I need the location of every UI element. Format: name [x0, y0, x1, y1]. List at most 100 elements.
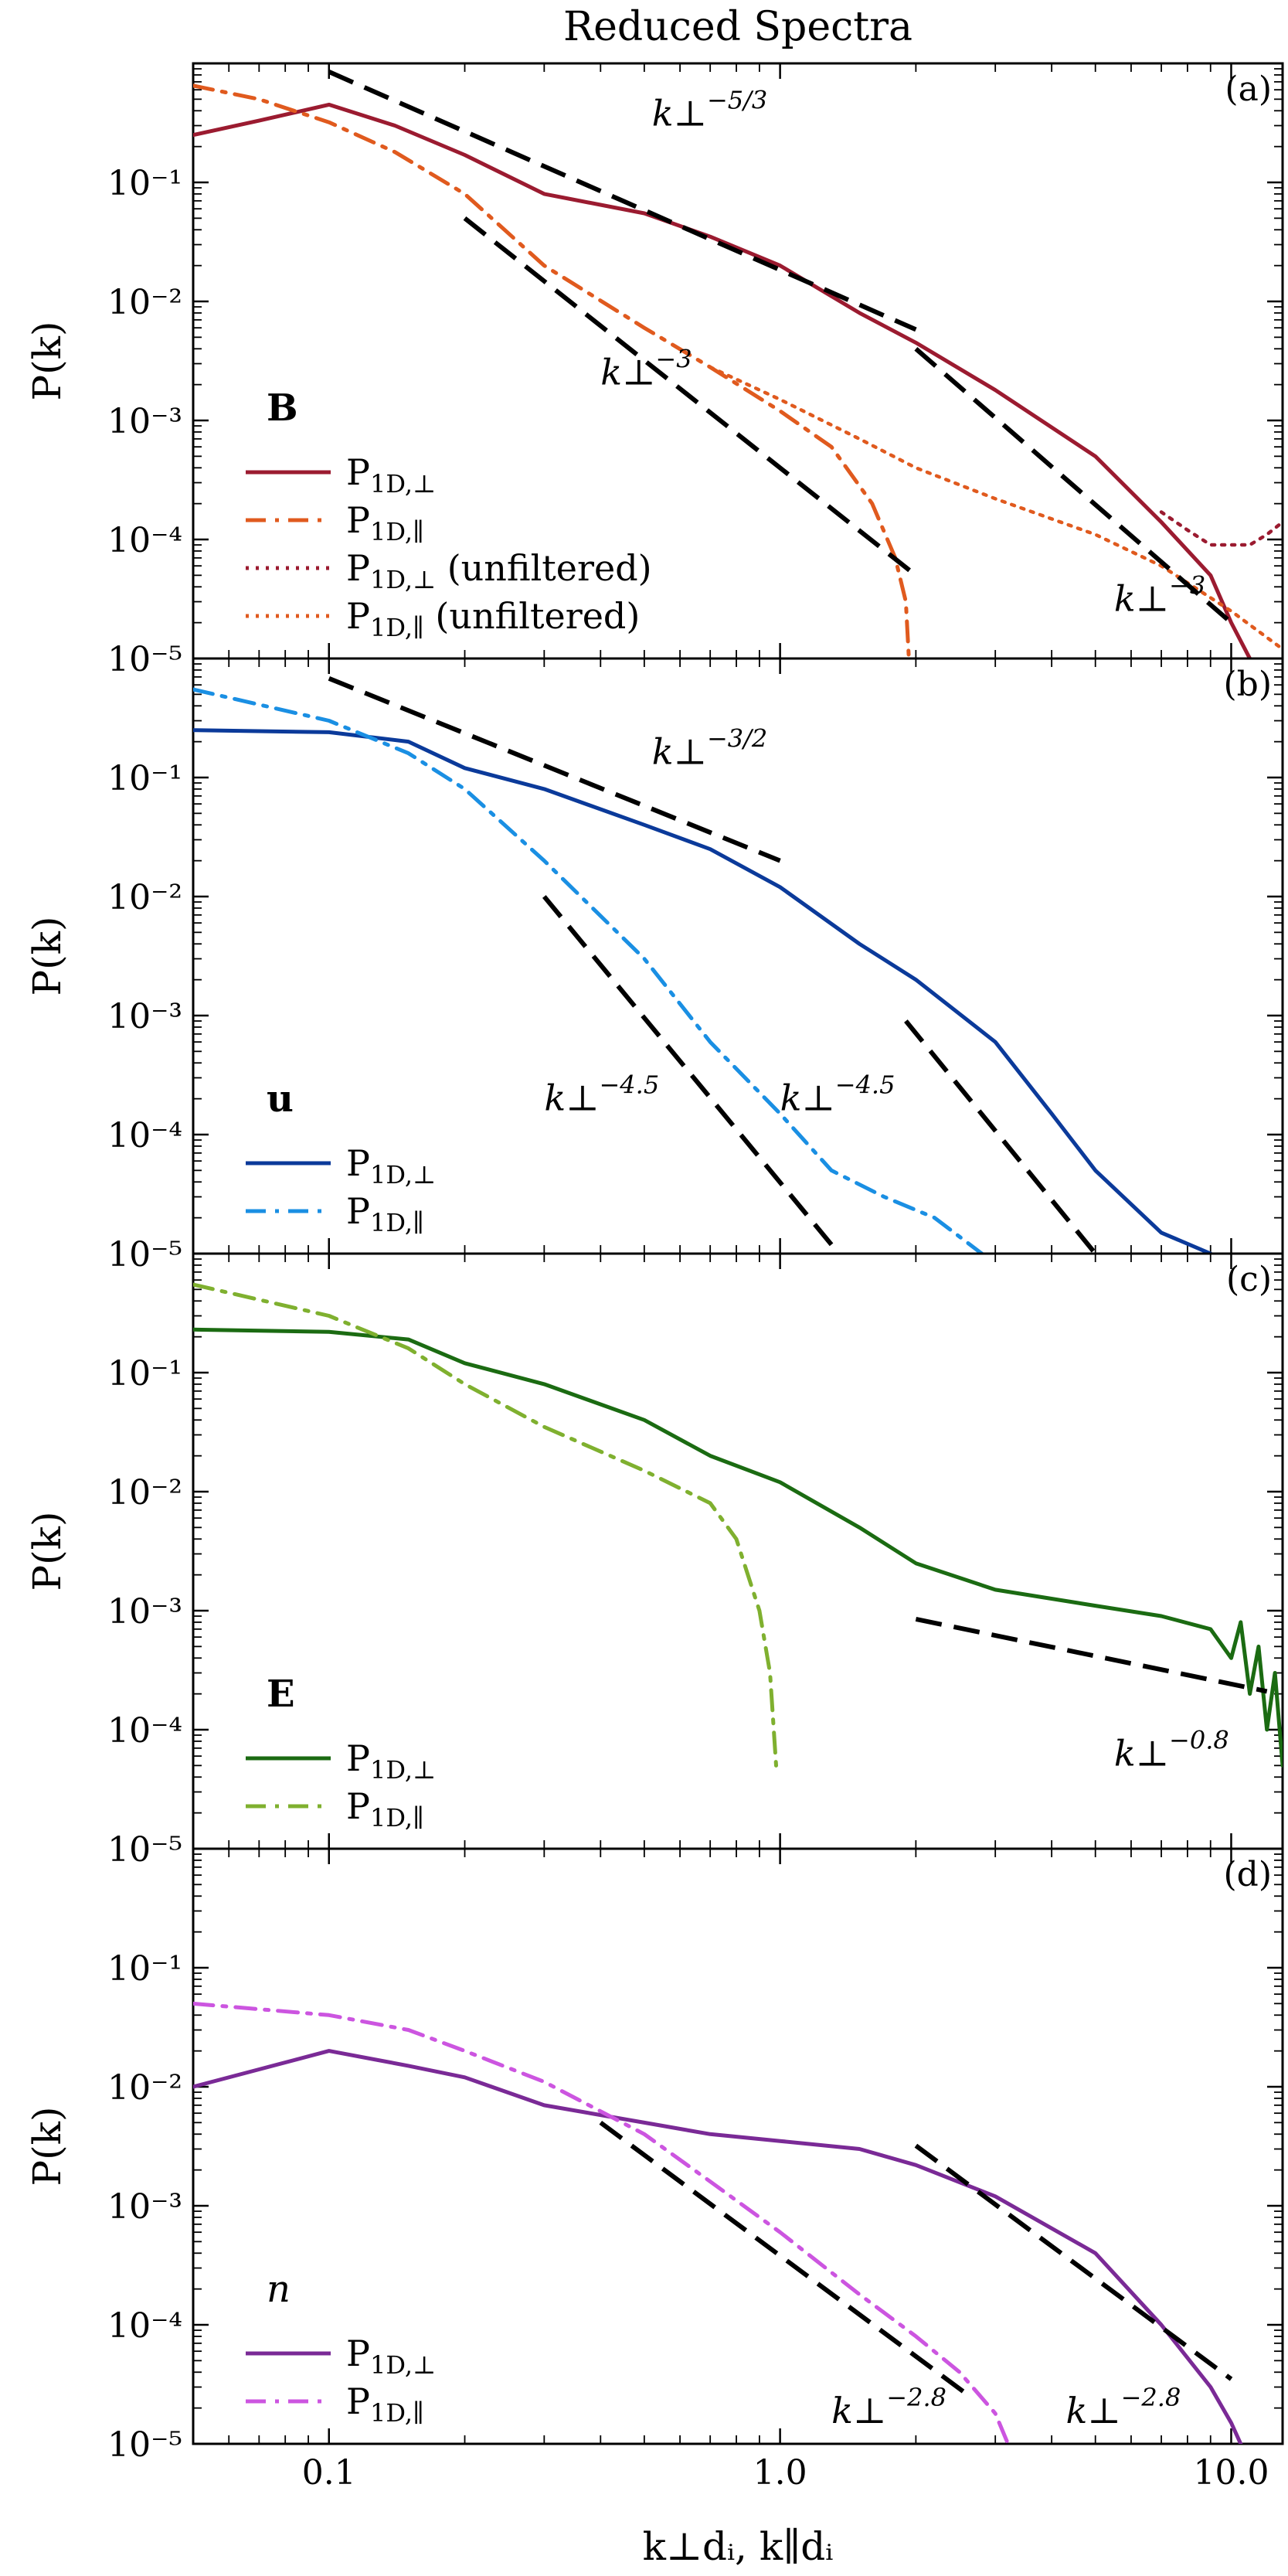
panel-tag: (c) [1226, 1260, 1272, 1299]
fit-label-exponent: −3/2 [707, 723, 767, 753]
fit-label-exponent: −4.5 [835, 1070, 895, 1100]
y-tick-label: 10⁻³ [107, 1592, 182, 1632]
y-tick-label: 10⁻² [107, 283, 182, 322]
legend-sub: 1D,∥ [370, 2398, 424, 2428]
legend-label-1: P1D,∥ [346, 1190, 424, 1237]
series-line-1 [193, 2001, 1011, 2444]
series-line-0 [193, 1327, 1283, 1768]
y-tick-label: 10⁻³ [107, 997, 182, 1036]
y-tick-label: 10⁻¹ [107, 759, 182, 798]
legend-p: P [346, 595, 370, 637]
legend-p: P [346, 1785, 370, 1827]
plot-area [193, 2001, 1243, 2444]
fit-line-0 [328, 70, 917, 332]
fit-line-1 [914, 2143, 1233, 2381]
fit-label-base: k⊥ [831, 2390, 886, 2431]
y-tick-label: 10⁻³ [107, 402, 182, 441]
fit-label-exponent: −4.5 [599, 1070, 659, 1100]
y-axis-label: P(k) [25, 2107, 70, 2186]
x-tick-label: 0.1 [302, 2453, 356, 2493]
legend-sub: 1D,⊥ [370, 1755, 436, 1785]
field-label: u [267, 1077, 294, 1121]
chart-title: Reduced Spectra [563, 4, 912, 50]
panel-tag: (d) [1224, 1855, 1273, 1894]
fit-label-exponent: −5/3 [707, 86, 767, 115]
fit-line-0 [915, 1616, 1268, 1694]
fit-label-exponent: −2.8 [1121, 2383, 1181, 2412]
x-axis-label: k⊥dᵢ, k∥dᵢ [643, 2524, 834, 2569]
y-tick-label: 10⁻² [107, 2068, 182, 2108]
fit-line-0 [328, 676, 781, 863]
fit-line-1 [463, 216, 918, 577]
panel-b: 10⁻¹10⁻²10⁻³10⁻⁴10⁻⁵P(k)(b)k⊥−3/2k⊥−4.5 k… [25, 657, 1284, 1274]
fit-label-base: k⊥ [652, 730, 707, 772]
fit-label-base: k⊥ [600, 352, 655, 393]
panel-c: 10⁻¹ 10⁻² 10⁻³ 10⁻⁴ 10⁻⁵ P(k) (c) k⊥−0.8 E P1D,⊥P… [25, 1252, 1284, 1870]
legend-p: P [346, 1737, 370, 1779]
plot-area [193, 70, 1283, 658]
x-tick-label: 1.0 [753, 2453, 807, 2493]
series-line-0 [193, 728, 1213, 1254]
panel-a: 10⁻¹10⁻²10⁻³10⁻⁴10⁻⁵P(k)(a)k⊥−5/3k⊥−3k⊥−… [25, 62, 1284, 679]
series-line-0 [193, 102, 1252, 658]
fit-line-1 [542, 895, 841, 1254]
fit-label-1: k⊥−3 [600, 345, 692, 393]
series-line-1 [193, 687, 984, 1254]
fit-line-2 [904, 1019, 1098, 1254]
fit-label-base: k⊥ [544, 1077, 599, 1119]
y-tick-label: 10⁻⁴ [107, 521, 182, 560]
y-tick-label: 10⁻³ [107, 2187, 182, 2227]
legend-label-0: P1D,⊥ [346, 451, 436, 499]
panel-tag: (b) [1224, 665, 1273, 704]
legend-p: P [346, 2333, 370, 2374]
legend-label-0: P1D,⊥ [346, 2333, 436, 2380]
fit-label-1: k⊥−2.8 [1065, 2383, 1181, 2431]
legend-label-1: P1D,∥ [346, 1785, 424, 1832]
fit-label-0: k⊥−3/2 [652, 723, 767, 772]
legend-suffix: (unfiltered) [424, 595, 641, 637]
fit-label-2: k⊥−4.5 [780, 1070, 895, 1119]
x-tick-label: 10.0 [1193, 2453, 1269, 2493]
legend-sub: 1D,⊥ [370, 565, 436, 594]
y-tick-label: 10⁻⁵ [107, 1235, 182, 1274]
legend-sub: 1D,⊥ [370, 469, 436, 499]
legend-sub: 1D,⊥ [370, 2350, 436, 2380]
y-axis-label: P(k) [25, 917, 70, 996]
series-line-0 [193, 2049, 1243, 2444]
y-tick-label: 10⁻⁵ [107, 640, 182, 679]
fit-line-2 [914, 347, 1233, 624]
panel-tag: (a) [1225, 70, 1272, 109]
y-axis-label: P(k) [25, 1512, 70, 1591]
legend-p: P [346, 547, 370, 589]
legend-p: P [346, 2380, 370, 2422]
y-tick-label: 10⁻² [107, 1473, 182, 1513]
fit-label-base: k⊥ [780, 1077, 835, 1119]
fit-label-base: k⊥ [1065, 2390, 1120, 2431]
y-tick-label: 10⁻¹ [107, 1354, 182, 1393]
fit-label-base: k⊥ [652, 93, 707, 134]
fit-label-exponent: −0.8 [1169, 1725, 1229, 1754]
legend-p: P [346, 1142, 370, 1184]
fit-label-exponent: −3 [1169, 571, 1205, 601]
y-tick-label: 10⁻² [107, 878, 182, 917]
fit-label-0: k⊥−2.8 [831, 2383, 946, 2431]
legend-label-1: P1D,∥ [346, 2380, 424, 2428]
fit-label-1: k⊥−4.5 [544, 1070, 659, 1119]
legend-sub: 1D,∥ [370, 517, 424, 546]
legend-sub: 1D,∥ [370, 613, 424, 642]
legend-sub: 1D,∥ [370, 1803, 424, 1832]
plot-frame [192, 1847, 1284, 2445]
y-axis-label: P(k) [25, 322, 70, 401]
fit-label-2: k⊥−3 [1114, 571, 1205, 620]
legend-label-0: P1D,⊥ [346, 1142, 436, 1189]
legend-sub: 1D,⊥ [370, 1160, 436, 1189]
field-label: E [267, 1673, 295, 1716]
panels: 10⁻¹10⁻²10⁻³10⁻⁴10⁻⁵P(k)(a)k⊥−5/3k⊥−3k⊥−… [25, 62, 1284, 2493]
series-line-2 [1159, 510, 1283, 547]
legend-p: P [346, 499, 370, 541]
legend-label-3: P1D,∥ (unfiltered) [346, 595, 640, 642]
legend-p: P [346, 1190, 370, 1232]
legend-label-0: P1D,⊥ [346, 1737, 436, 1785]
fit-label-0: k⊥−0.8 [1114, 1725, 1229, 1774]
